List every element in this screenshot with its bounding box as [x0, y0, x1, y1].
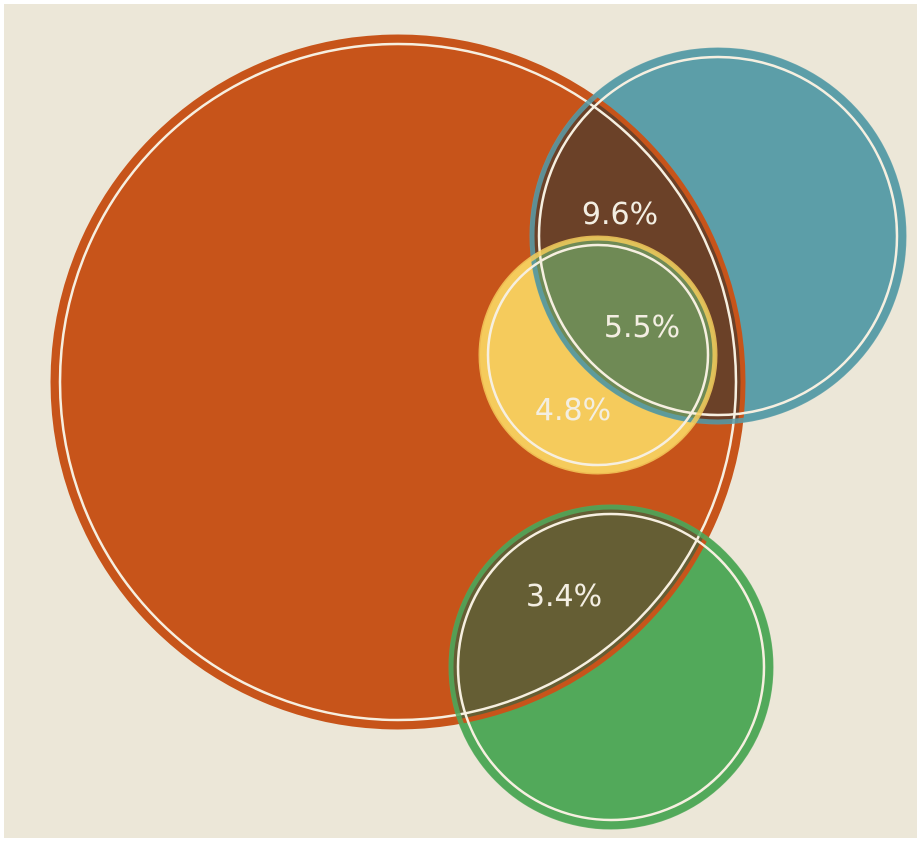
blue-circle-outline [529, 47, 907, 425]
green-circle-inner-ring [456, 512, 766, 822]
green-circle-outline [448, 504, 774, 830]
orange-circle-outline [50, 34, 746, 730]
orange-circle-inner-ring [58, 42, 738, 722]
yellow-circle-inner-ring [486, 243, 710, 467]
blue-circle-inner-ring [537, 55, 899, 417]
yellow-circle-outline [478, 235, 718, 475]
label-orange-blue: 9.6% [582, 197, 658, 232]
label-orange-blue-yellow: 5.5% [604, 310, 680, 345]
label-orange-green: 3.4% [526, 579, 602, 614]
label-orange-yellow: 4.8% [535, 393, 611, 428]
